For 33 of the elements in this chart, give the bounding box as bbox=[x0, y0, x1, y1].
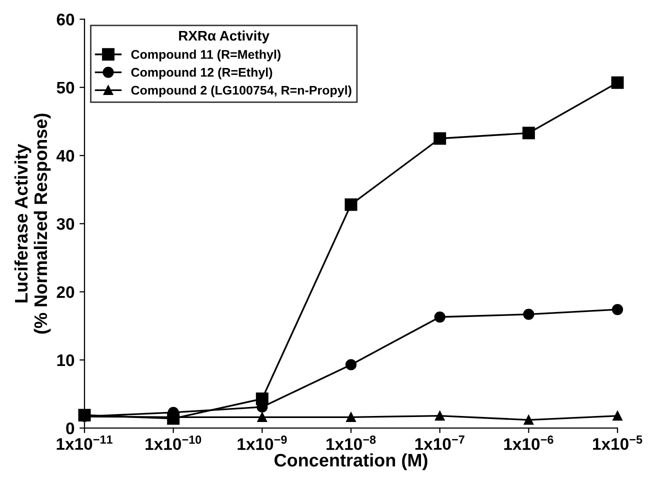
point bbox=[257, 412, 268, 422]
x-tick-label: 1x10$^{−10}$ bbox=[146, 436, 202, 450]
point bbox=[344, 198, 358, 211]
legend-label: Compound 12 (R=Ethyl) bbox=[131, 68, 272, 80]
y-tick-label: 10 bbox=[57, 354, 74, 366]
x-tick-label: 1x10$^{−8}$ bbox=[326, 436, 376, 450]
x-tick-label: 1x10$^{−11}$ bbox=[56, 436, 112, 450]
point bbox=[434, 311, 446, 323]
legend-label: Compound 11 (R=Methyl) bbox=[131, 50, 280, 62]
x-tick-label: 1x10$^{−6}$ bbox=[504, 436, 554, 450]
y-tick-label: 20 bbox=[56, 286, 74, 298]
point bbox=[523, 308, 534, 320]
point bbox=[611, 76, 624, 89]
y-tick-label: 30 bbox=[56, 218, 74, 230]
y-tick-label: 0 bbox=[66, 422, 74, 434]
point bbox=[612, 304, 624, 316]
point bbox=[434, 410, 445, 421]
point bbox=[522, 126, 535, 140]
point bbox=[345, 359, 357, 370]
x-tick-label: 1x10$^{−7}$ bbox=[415, 436, 464, 450]
point bbox=[346, 412, 356, 422]
x-tick-label: 1x10$^{−5}$ bbox=[593, 436, 642, 450]
x-tick-label: 1x10$^{−9}$ bbox=[238, 436, 287, 450]
y-tick-label: 60 bbox=[56, 14, 74, 26]
x-axis-title: Concentration (M) bbox=[274, 453, 428, 470]
point bbox=[524, 415, 534, 425]
y-axis-title: Luciferase Activity (% Normalized Response) bbox=[14, 114, 51, 334]
point bbox=[434, 132, 446, 145]
y-tick-label: 40 bbox=[56, 150, 74, 162]
legend-title: RXRα Activity bbox=[179, 30, 270, 44]
y-tick-label: 50 bbox=[56, 82, 74, 94]
point bbox=[612, 410, 622, 421]
legend-label: Compound 2 (LG100754, R=n-Propyl) bbox=[131, 85, 352, 98]
